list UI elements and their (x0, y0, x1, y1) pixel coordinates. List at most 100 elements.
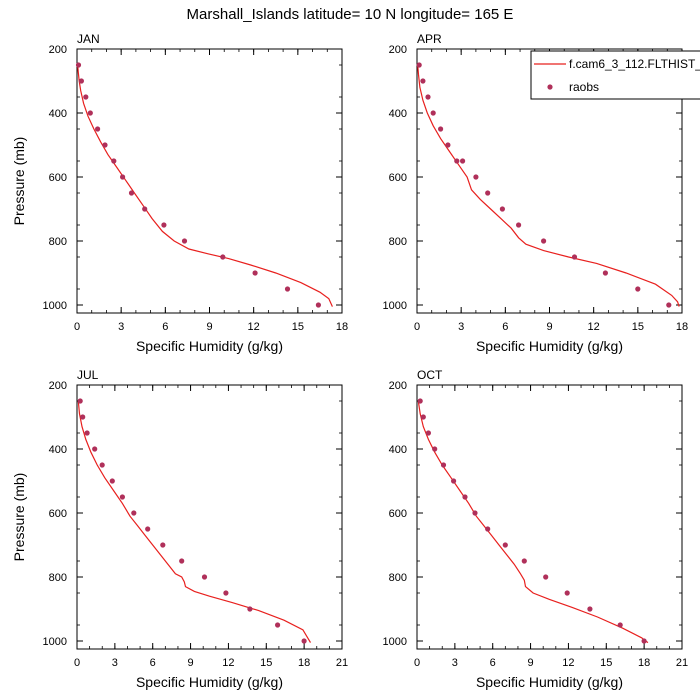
y-axis-title: Pressure (mb) (11, 473, 27, 562)
x-tick-label: 15 (292, 321, 304, 333)
raobs-point (315, 302, 321, 308)
raobs-point (499, 206, 505, 212)
raobs-point (617, 622, 623, 628)
x-tick-label: 9 (188, 657, 194, 669)
raobs-point (438, 126, 444, 132)
raobs-point (666, 302, 672, 308)
y-tick-label: 1000 (383, 300, 407, 312)
y-tick-label: 600 (389, 508, 407, 520)
y-tick-label: 200 (49, 44, 67, 56)
y-tick-label: 1000 (43, 300, 67, 312)
raobs-point (641, 638, 647, 644)
raobs-point (451, 478, 457, 484)
y-tick-label: 200 (49, 380, 67, 392)
y-tick-label: 800 (49, 236, 67, 248)
y-tick-label: 600 (49, 508, 67, 520)
legend-box (530, 50, 700, 100)
panel-title: OCT (417, 368, 443, 382)
x-tick-label: 18 (298, 657, 310, 669)
raobs-point (485, 526, 491, 532)
raobs-point (75, 62, 82, 68)
raobs-point (462, 494, 468, 500)
raobs-point (120, 174, 126, 180)
raobs-point (128, 190, 135, 196)
x-axis-title: Specific Humidity (g/kg) (136, 338, 283, 354)
legend: f.cam6_3_112.FLTHIST_v0a.ne30.dcs_non-og… (530, 50, 700, 100)
raobs-point (161, 222, 167, 228)
y-axis-title: Pressure (mb) (11, 137, 27, 226)
y-tick-label: 600 (389, 172, 407, 184)
legend-obs-label: raobs (569, 80, 599, 94)
x-tick-label: 12 (588, 321, 600, 333)
panel-title: APR (417, 32, 442, 46)
raobs-point (430, 110, 436, 116)
raobs-point (416, 62, 422, 68)
panel-jul: 0 3 6 9 12 15 18 21 200 400 600 800 1000 JUL Specific … (11, 368, 348, 690)
x-axis-title: Specific Humidity (g/kg) (476, 338, 623, 354)
raobs-point (223, 590, 229, 596)
y-tick-label: 200 (389, 44, 407, 56)
y-tick-label: 1000 (383, 636, 407, 648)
panel-title: JUL (77, 368, 99, 382)
y-tick-label: 600 (49, 172, 67, 184)
x-tick-label: 3 (112, 657, 118, 669)
raobs-point (142, 206, 148, 212)
x-tick-label: 6 (502, 321, 508, 333)
legend-model-label: f.cam6_3_112.FLTHIST_v0a.ne30.dcs_non-og… (569, 57, 700, 71)
raobs-point (454, 158, 460, 164)
raobs-point (472, 510, 478, 516)
x-tick-label: 9 (206, 321, 212, 333)
model-line (417, 400, 649, 644)
x-tick-label: 15 (600, 657, 612, 669)
x-tick-label: 18 (336, 321, 348, 333)
x-tick-label: 18 (638, 657, 650, 669)
x-tick-label: 0 (414, 657, 420, 669)
x-tick-label: 6 (162, 321, 168, 333)
figure-title: Marshall_Islands latitude= 10 N longitud… (187, 6, 514, 23)
raobs-point (102, 142, 108, 148)
raobs-point (247, 606, 253, 612)
x-tick-label: 0 (74, 321, 80, 333)
x-tick-label: 9 (528, 657, 534, 669)
x-tick-label: 21 (336, 657, 348, 669)
raobs-point (445, 142, 451, 148)
raobs-point (543, 574, 549, 580)
x-tick-label: 9 (546, 321, 552, 333)
raobs-point (502, 542, 508, 548)
raobs-point (420, 414, 426, 420)
raobs-point (284, 286, 291, 292)
raobs-point (111, 158, 117, 164)
raobs-point (602, 270, 609, 276)
x-tick-label: 6 (490, 657, 496, 669)
x-tick-label: 3 (458, 321, 464, 333)
raobs-point (84, 430, 90, 436)
x-tick-label: 12 (222, 657, 234, 669)
y-tick-label: 1000 (43, 636, 67, 648)
raobs-point (83, 94, 89, 100)
x-tick-label: 0 (414, 321, 420, 333)
raobs-point (571, 254, 578, 260)
raobs-point (420, 78, 426, 84)
x-tick-label: 3 (452, 657, 458, 669)
raobs-point (587, 606, 593, 612)
y-tick-label: 200 (389, 380, 407, 392)
raobs-point (473, 174, 479, 180)
x-tick-label: 15 (260, 657, 272, 669)
model-line (77, 400, 312, 643)
x-tick-label: 12 (248, 321, 260, 333)
raobs-point (201, 574, 208, 580)
raobs-point (119, 494, 125, 500)
raobs-point (460, 158, 466, 164)
x-axis-title: Specific Humidity (g/kg) (476, 674, 623, 690)
panel-oct: 0 3 6 9 12 15 18 21 200 400 600 800 1000 OCT Specific … (383, 368, 689, 690)
raobs-point (99, 462, 105, 468)
raobs-point (131, 510, 137, 516)
raobs-point (179, 558, 185, 564)
raobs-point (440, 462, 447, 468)
x-tick-label: 12 (562, 657, 574, 669)
raobs-point (92, 446, 98, 452)
raobs-point (432, 446, 438, 452)
x-tick-label: 15 (632, 321, 644, 333)
